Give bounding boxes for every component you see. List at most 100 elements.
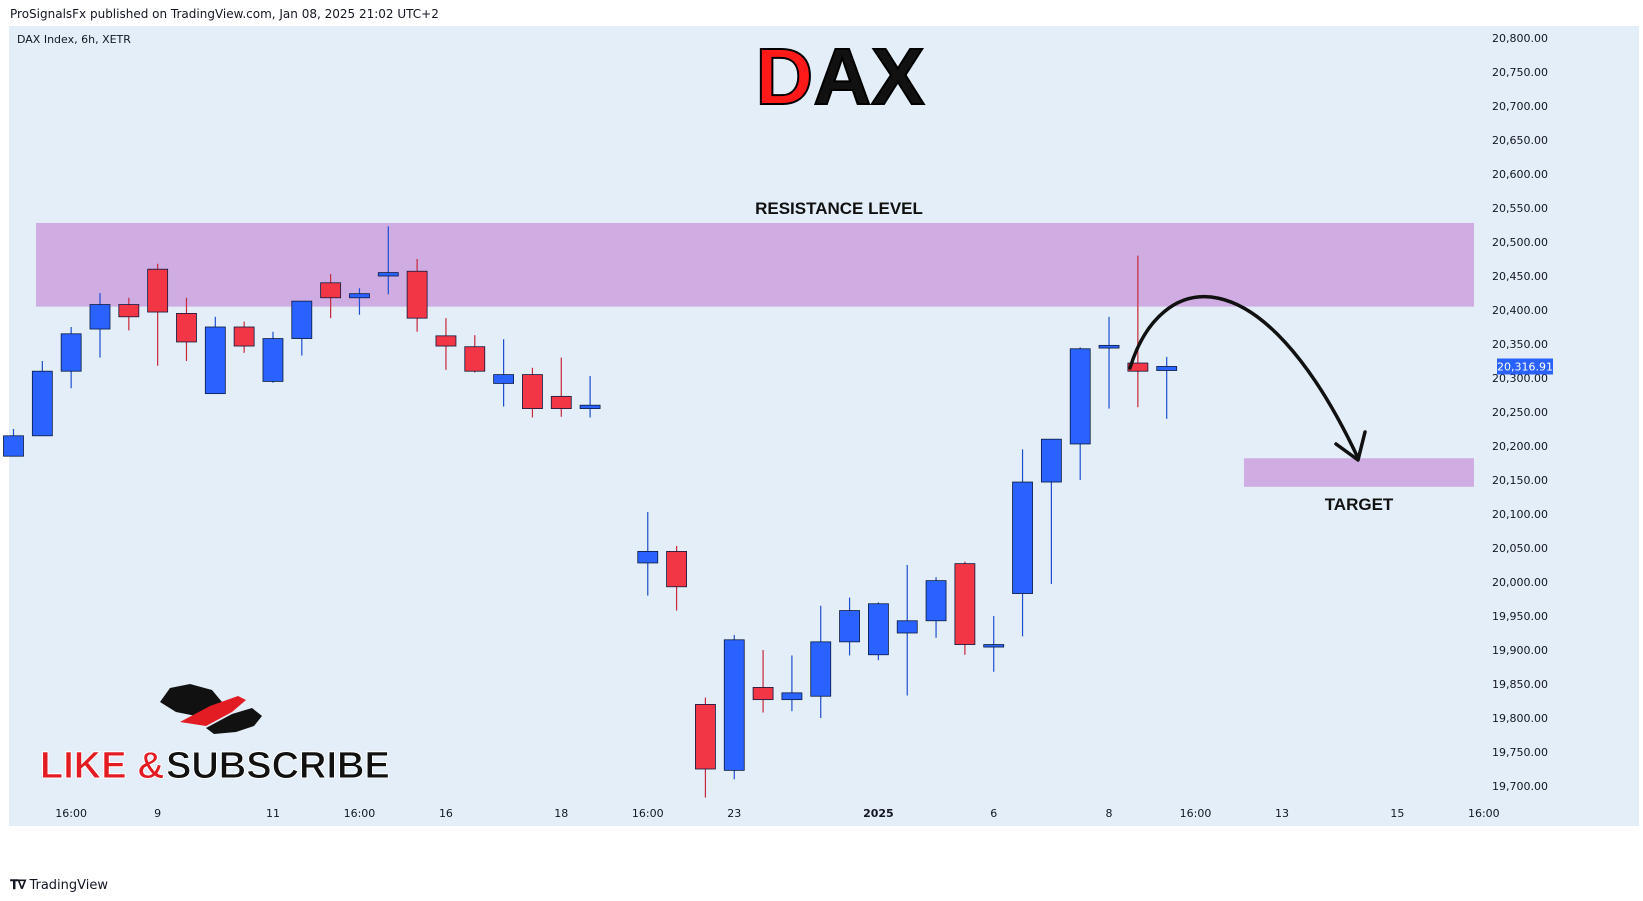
candle[interactable] (752, 687, 774, 701)
price-axis-background (1490, 26, 1639, 826)
y-tick-label: 20,700.00 (1492, 100, 1548, 113)
published-header: ProSignalsFx published on TradingView.co… (10, 7, 439, 21)
promo-like: LIKE & (40, 745, 165, 787)
candle[interactable] (1012, 481, 1033, 594)
candle[interactable] (1127, 362, 1149, 372)
candle[interactable] (579, 404, 601, 410)
y-tick-label: 20,600.00 (1492, 168, 1548, 181)
y-tick-label: 20,000.00 (1492, 576, 1548, 589)
candle[interactable] (31, 370, 53, 437)
footer-brand[interactable]: TradingView (29, 878, 108, 893)
candle[interactable] (666, 551, 687, 588)
footer: 𝐓∇ TradingView (10, 878, 108, 893)
x-tick-label: 6 (990, 807, 997, 820)
x-tick-label: 16:00 (1180, 807, 1212, 820)
last-price-badge (1497, 358, 1553, 375)
resistance-label: RESISTANCE LEVEL (755, 199, 923, 218)
candle[interactable] (204, 326, 226, 395)
x-tick-label: 2025 (863, 807, 894, 820)
title-first-letter: D (756, 32, 814, 121)
x-tick-label: 16:00 (55, 807, 87, 820)
y-tick-label: 20,050.00 (1492, 542, 1548, 555)
y-tick-label: 19,900.00 (1492, 644, 1548, 657)
candle[interactable] (435, 335, 457, 347)
candle[interactable] (925, 580, 947, 622)
y-tick-label: 20,300.00 (1492, 372, 1548, 385)
x-tick-label: 18 (554, 807, 568, 820)
x-tick-label: 23 (727, 807, 741, 820)
y-tick-label: 19,850.00 (1492, 678, 1548, 691)
last-price-label: 20,316.91 (1497, 361, 1553, 374)
candle[interactable] (1156, 366, 1178, 371)
candle[interactable] (522, 374, 543, 410)
logo-swoosh (180, 696, 246, 726)
candle[interactable] (1040, 438, 1062, 483)
y-tick-label: 20,350.00 (1492, 338, 1548, 351)
candle[interactable] (349, 293, 370, 299)
candle[interactable] (377, 272, 399, 277)
projection-arrow (1128, 295, 1360, 460)
candle[interactable] (810, 641, 832, 697)
candle[interactable] (550, 395, 572, 409)
candle[interactable] (118, 304, 140, 318)
tradingview-logo-icon[interactable]: 𝐓∇ (10, 878, 26, 893)
y-tick-label: 19,800.00 (1492, 712, 1548, 725)
x-tick-label: 13 (1275, 807, 1289, 820)
candle[interactable] (60, 333, 82, 372)
y-tick-label: 19,950.00 (1492, 610, 1548, 623)
candle[interactable] (839, 610, 860, 643)
candle[interactable] (637, 551, 659, 564)
resistance-zone (36, 222, 1474, 307)
y-tick-label: 20,150.00 (1492, 474, 1548, 487)
x-tick-label: 8 (1106, 807, 1113, 820)
candle[interactable] (233, 326, 255, 347)
x-tick-label: 9 (154, 807, 161, 820)
promo-subscribe: SUBSCRIBE (166, 745, 390, 787)
candle[interactable] (1069, 348, 1091, 445)
candle[interactable] (320, 282, 342, 299)
candle[interactable] (262, 338, 284, 382)
candle[interactable] (868, 603, 889, 656)
chart-title: DAX (756, 32, 925, 121)
candle[interactable] (954, 563, 976, 645)
candle[interactable] (983, 644, 1005, 648)
y-tick-label: 20,650.00 (1492, 134, 1548, 147)
y-tick-label: 19,750.00 (1492, 746, 1548, 759)
x-tick-label: 16 (439, 807, 453, 820)
y-tick-label: 20,100.00 (1492, 508, 1548, 521)
target-label: TARGET (1325, 495, 1394, 514)
target-zone (1244, 458, 1474, 487)
y-tick-label: 20,550.00 (1492, 202, 1548, 215)
candle[interactable] (406, 270, 428, 319)
candle[interactable] (147, 268, 169, 313)
y-tick-label: 20,400.00 (1492, 304, 1548, 317)
candle[interactable] (781, 692, 803, 701)
candle[interactable] (896, 620, 918, 634)
plot-background (9, 26, 1490, 826)
y-tick-label: 20,800.00 (1492, 32, 1548, 45)
y-tick-label: 20,450.00 (1492, 270, 1548, 283)
candle[interactable] (723, 639, 745, 771)
candle[interactable] (3, 435, 24, 457)
title-rest: AX (813, 32, 924, 121)
x-tick-label: 16:00 (1468, 807, 1500, 820)
candle[interactable] (464, 346, 486, 372)
candle[interactable] (291, 300, 313, 339)
y-tick-label: 19,700.00 (1492, 780, 1548, 793)
y-tick-label: 20,200.00 (1492, 440, 1548, 453)
y-tick-label: 20,750.00 (1492, 66, 1548, 79)
x-tick-label: 11 (266, 807, 280, 820)
candle[interactable] (695, 704, 716, 770)
x-tick-label: 16:00 (344, 807, 376, 820)
candle[interactable] (493, 374, 515, 384)
y-tick-label: 20,250.00 (1492, 406, 1548, 419)
y-tick-label: 20,500.00 (1492, 236, 1548, 249)
logo-bull (206, 708, 262, 734)
x-tick-label: 16:00 (632, 807, 664, 820)
candle[interactable] (89, 304, 111, 330)
x-tick-label: 15 (1390, 807, 1404, 820)
candle[interactable] (176, 312, 197, 343)
projection-arrowhead (1334, 430, 1367, 462)
candle[interactable] (1098, 344, 1120, 349)
